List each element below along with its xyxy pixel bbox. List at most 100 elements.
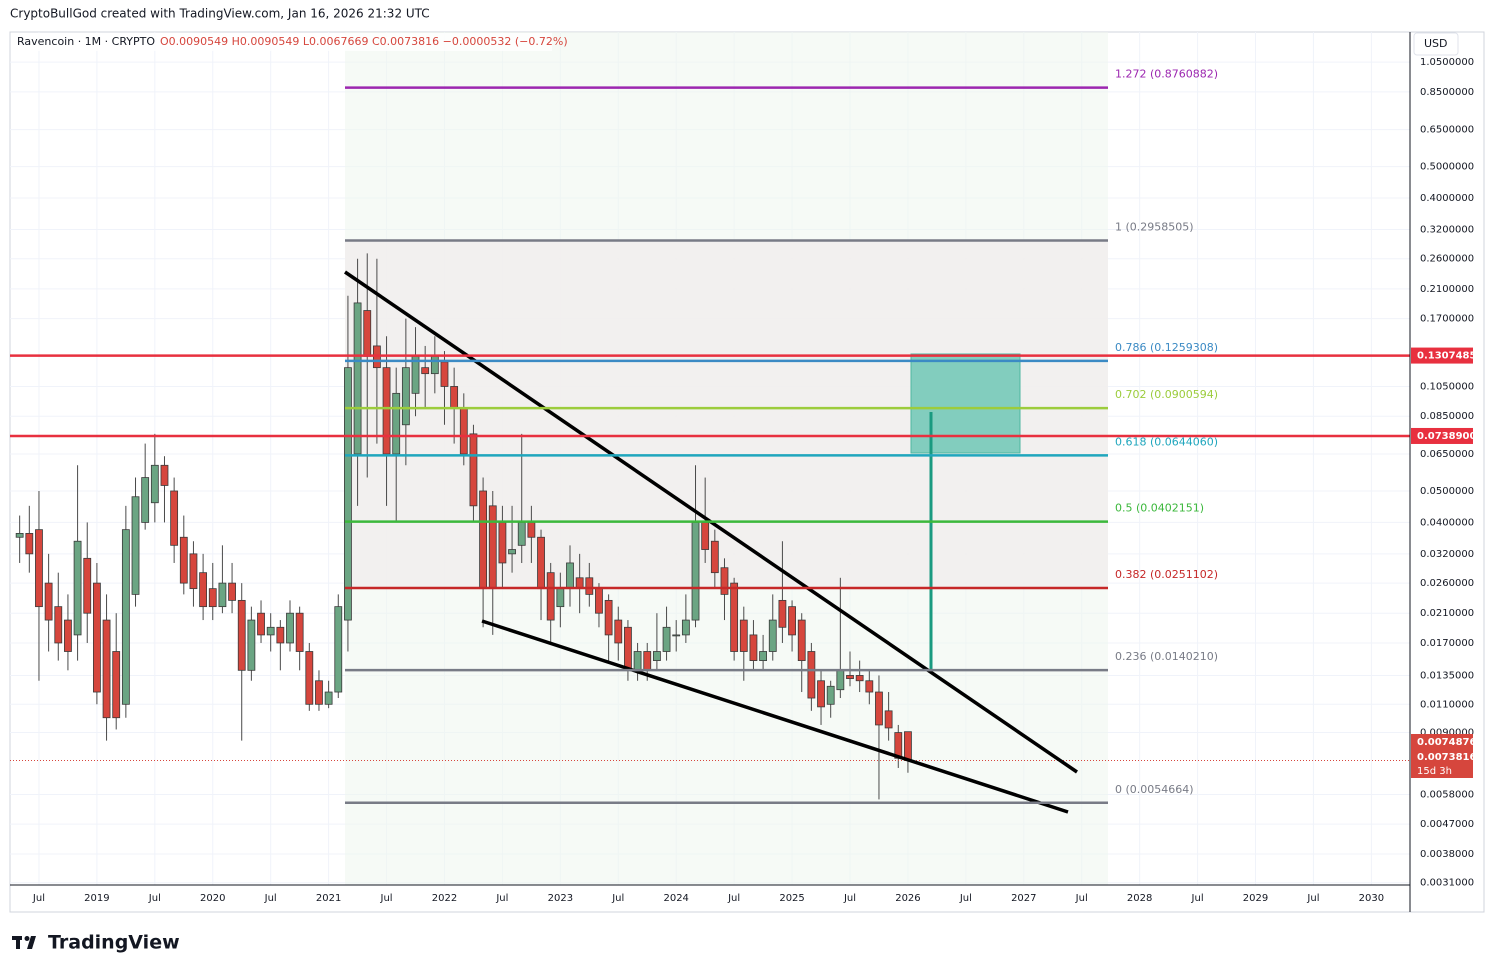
ohlc-legend: O0.0090549 H0.0090549 L0.0067669 C0.0073… [160,35,568,48]
currency-button[interactable] [1413,32,1459,56]
x-tick-label: 2028 [1127,893,1152,904]
candle-body [633,651,642,671]
y-tick-label: 0.0135000 [1420,670,1474,681]
price-tag-label: 0.0738900 [1417,431,1477,442]
y-tick-label: 0.3200000 [1420,224,1474,235]
candle-body [228,582,236,601]
x-tick-label: Jul [727,893,740,904]
countdown: 15d 3h [1417,766,1452,777]
candle-body [315,680,323,705]
candle-body [479,490,488,590]
candle-body [363,310,372,357]
candle-body [788,606,796,636]
candle-body [527,522,536,538]
plot-area [10,32,1410,885]
candle-body [778,599,787,628]
y-tick-label: 0.1050000 [1420,381,1474,392]
x-tick-label: Jul [380,893,393,904]
x-tick-label: Jul [1075,893,1088,904]
candle-body [286,612,294,644]
candle-body [112,651,121,719]
y-tick-label: 0.0110000 [1420,699,1474,710]
candle-body [865,680,874,693]
y-tick-label: 0.0260000 [1420,578,1474,589]
candle-body [624,626,632,671]
y-tick-label: 0.0320000 [1420,549,1474,560]
x-tick-label: 2027 [1011,893,1036,904]
y-tick-label: 0.8500000 [1420,87,1474,98]
candle-body [797,619,806,661]
logo-part [16,936,20,949]
price-tag [1411,347,1473,364]
y-tick-label: 0.2600000 [1420,254,1474,265]
price-tag [1411,749,1473,778]
x-tick-label: Jul [148,893,161,904]
candle-body [150,464,159,504]
candle-body [691,522,700,621]
candle-body [83,557,92,614]
candle-body [884,710,893,729]
y-tick-label: 0.0031000 [1420,878,1474,889]
x-tick-label: 2024 [663,893,688,904]
y-tick-label: 0.0650000 [1420,449,1474,460]
candle-body [585,577,594,595]
fib-label: 0.5 (0.0402151) [1115,502,1204,515]
candle-body [730,582,739,652]
candle-body [517,522,526,546]
x-tick-label: Jul [1306,893,1319,904]
y-tick-label: 0.2100000 [1420,284,1474,295]
candle-body [739,619,748,652]
candle-body [276,626,285,644]
candle-body [759,651,768,661]
candle-body [440,361,449,387]
y-tick-label: 0.0400000 [1420,517,1474,528]
y-tick-label: 0.4000000 [1420,193,1474,204]
y-tick-label: 0.0500000 [1420,486,1474,497]
candle-body [566,562,574,590]
y-tick-label: 0.6500000 [1420,125,1474,136]
candle-body [904,731,912,761]
candle-body [266,626,275,636]
logo-text: TradingView [48,932,180,954]
candle-body [295,612,304,652]
candle-body [392,392,401,455]
fib-label: 0.786 (0.1259308) [1115,341,1218,354]
candle-body [92,582,101,693]
candle-body [614,619,623,644]
candle-body [681,619,690,636]
x-tick-label: 2023 [548,893,573,904]
candle-body [817,680,825,708]
y-tick-label: 0.0170000 [1420,638,1474,649]
logo-icon [12,936,36,949]
x-tick-label: Jul [611,893,624,904]
candle-body [170,490,179,546]
x-tick-label: 2020 [200,893,225,904]
y-tick-label: 0.1700000 [1420,314,1474,325]
y-tick-label: 0.0058000 [1420,789,1474,800]
x-tick-label: Jul [495,893,508,904]
candle-body [875,691,883,726]
fib-label: 1 (0.2958505) [1115,221,1194,234]
candle-body [334,606,343,693]
candle-body [44,582,53,621]
candle-body [672,634,681,637]
candle-body [237,599,246,671]
logo-part [24,936,30,941]
candle-body [247,619,256,671]
candle-body [836,669,845,691]
price-tag [1411,734,1473,749]
lower-trendline [481,619,1069,814]
x-tick-label: 2026 [895,893,920,904]
x-tick-label: 2019 [84,893,109,904]
candle-body [401,367,410,426]
legend-bg [12,33,552,51]
candle-body [604,599,613,636]
candle-body [450,386,459,409]
target-box [910,353,1021,454]
y-tick-label: 0.0038000 [1420,849,1474,860]
candle-body [459,407,468,455]
currency: USD [1424,37,1448,50]
candle-body [25,533,34,555]
candle-body [469,433,478,507]
